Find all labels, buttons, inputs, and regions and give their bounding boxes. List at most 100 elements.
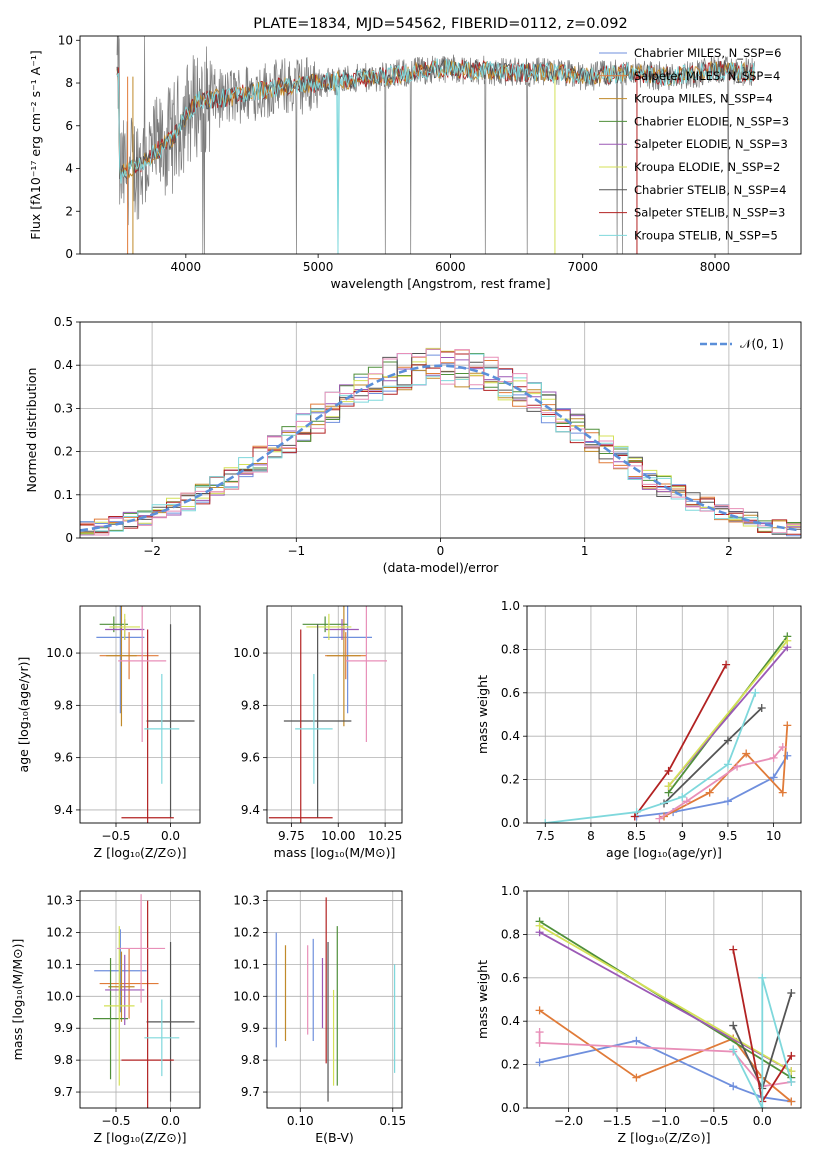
y-axis-label: Normed distribution [24,368,39,493]
axes-frame [526,605,802,824]
y-tick-label: 8 [65,76,73,90]
x-tick-label: 0.10 [287,1114,314,1128]
data-point [723,736,732,745]
x-tick-label: 9.75 [278,829,305,843]
y-axis-label: mass weight [475,675,490,754]
series-line [636,755,789,818]
y-tick-label: 10.1 [46,957,73,971]
x-axis-label: Z [log₁₀(Z/Z⊙)] [94,845,187,860]
data-point [783,636,792,645]
y-tick-label: 0.4 [54,358,73,372]
data-point [729,1021,738,1030]
data-point [757,703,766,712]
y-axis-label: age [log₁₀(age/yr)] [16,657,31,773]
legend-entry: Salpeter STELIB, N_SSP=3 [634,206,785,220]
axes-frame [79,605,201,824]
y-tick-label: 0.0 [501,1101,520,1115]
axes-frame [79,321,802,539]
y-tick-label: 9.6 [241,751,260,765]
y-tick-label: 9.4 [54,803,73,817]
axes-frame [526,890,802,1109]
data-point [758,973,767,982]
x-tick-label: 10.25 [368,829,402,843]
data-point [778,788,787,797]
series-line [539,920,792,1079]
y-tick-label: 10.3 [233,894,260,908]
x-axis-label: Z [log₁₀(Z/Z⊙)] [618,1130,711,1145]
x-tick-label: 2 [725,544,733,558]
data-point [751,688,760,697]
y-tick-label: 0.5 [54,315,73,329]
y-tick-label: 0.3 [54,401,73,415]
y-tick-label: 6 [65,119,73,133]
data-point [535,1006,544,1015]
data-point [769,773,778,782]
axes-frame [79,890,201,1109]
data-point [729,945,738,954]
y-tick-label: 9.9 [54,1021,73,1035]
y-tick-label: 0.6 [501,686,520,700]
plot-area [96,606,195,823]
data-point [632,1073,641,1082]
data-point [541,819,550,823]
plot-area [116,36,756,254]
x-axis-label: (data-model)/error [383,560,500,575]
x-tick-label: −1.0 [651,1114,680,1128]
data-point [632,808,641,817]
plot-area [93,894,195,1108]
x-tick-label: −0.5 [699,1114,728,1128]
legend-entry: Chabrier STELIB, N_SSP=4 [634,183,786,197]
x-tick-label: 6000 [435,260,466,274]
x-axis-label: Z [log₁₀(Z/Z⊙)] [94,1130,187,1145]
x-tick-label: 0.15 [379,1114,406,1128]
x-tick-label: −2.0 [554,1114,583,1128]
data-point [632,1036,641,1045]
data-point [535,1028,544,1037]
data-point [778,743,787,752]
data-point [769,753,778,762]
y-tick-label: 0.2 [54,445,73,459]
data-point [787,1077,796,1086]
chart-title: PLATE=1834, MJD=54562, FIBERID=0112, z=0… [253,16,627,32]
panel-mass_weight_vs_Z: −2.0 −1.5 −1.0 −0.5 0.0 0.0 0.2 0.4 0.6 0.8 1.0 Z [… [475,884,802,1145]
x-tick-label: −1 [287,544,305,558]
y-tick-label: 9.8 [241,1053,260,1067]
legend-entry: Kroupa STELIB, N_SSP=5 [634,228,778,242]
y-tick-label: 0.0 [501,816,520,830]
y-tick-label: 4 [65,162,73,176]
legend-entry: Kroupa ELODIE, N_SSP=2 [634,160,780,174]
y-tick-label: 10.3 [46,894,73,908]
y-tick-label: 10 [58,33,73,47]
series-line [667,640,788,787]
x-tick-label: 0 [437,544,445,558]
legend-entry: Chabrier MILES, N_SSP=6 [634,46,781,60]
data-point [535,1038,544,1047]
x-tick-label: 1 [581,544,589,558]
y-tick-label: 0.2 [501,773,520,787]
y-tick-label: 10.0 [233,646,260,660]
y-tick-label: 1.0 [501,884,520,898]
panel-spectrum: 4000 5000 6000 7000 8000 0 2 4 6 8 10 wavelength [A… [28,33,802,291]
y-tick-label: 0.4 [501,729,520,743]
plot-area [80,347,801,537]
y-tick-label: 9.4 [241,803,260,817]
data-point [742,749,751,758]
data-point [655,814,664,823]
plot-area [535,917,796,1108]
y-tick-label: 0.8 [501,642,520,656]
legend-entry: Salpeter MILES, N_SSP=4 [634,69,780,83]
x-tick-label: −0.5 [101,829,130,843]
data-point [787,1051,796,1060]
x-tick-label: 7000 [567,260,598,274]
data-point [723,760,732,769]
data-point [705,788,714,797]
y-tick-label: 9.8 [241,698,260,712]
panel-mass_vs_ebv: 0.10 0.15 9.7 9.8 9.9 10.0 10.1 10.2 10.3 E(B-V) [233,890,406,1145]
x-tick-label: 4000 [171,260,202,274]
x-tick-label: 9.5 [718,829,737,843]
data-point [758,1104,767,1108]
data-point [630,812,639,821]
x-tick-label: 0.0 [161,829,180,843]
x-tick-label: 5000 [303,260,334,274]
x-tick-label: 10.00 [321,829,355,843]
